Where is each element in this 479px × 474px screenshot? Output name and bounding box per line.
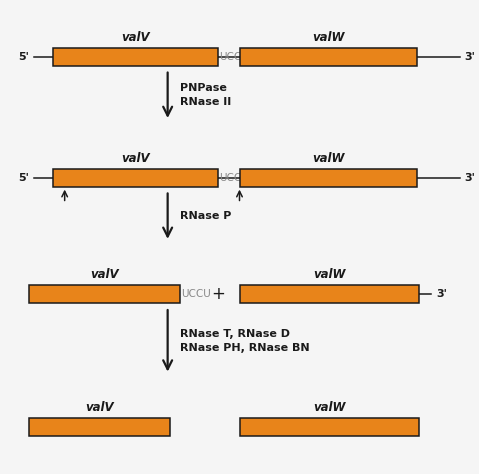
Text: valV: valV [85, 401, 114, 414]
Bar [53, 48, 218, 66]
Bar [53, 169, 218, 187]
Text: valW: valW [312, 152, 344, 165]
Text: 5': 5' [18, 52, 29, 62]
Text: valW: valW [313, 401, 345, 414]
Bar [240, 285, 419, 303]
Text: 5': 5' [18, 173, 29, 183]
Bar [240, 48, 417, 66]
Text: RNase P: RNase P [180, 211, 231, 221]
Text: UCCU: UCCU [219, 173, 249, 183]
Text: valV: valV [90, 268, 118, 281]
Text: RNase T, RNase D
RNase PH, RNase BN: RNase T, RNase D RNase PH, RNase BN [180, 329, 309, 353]
Text: +: + [211, 285, 225, 303]
Text: valW: valW [312, 31, 344, 44]
Text: 3': 3' [465, 173, 476, 183]
Bar [240, 169, 417, 187]
Text: valV: valV [121, 152, 149, 165]
Text: PNPase
RNase II: PNPase RNase II [180, 83, 231, 107]
Text: UCCU: UCCU [219, 52, 249, 62]
Text: valW: valW [313, 268, 345, 281]
Text: valV: valV [121, 31, 149, 44]
Bar [240, 418, 419, 436]
Text: 3': 3' [465, 52, 476, 62]
Text: UCCU: UCCU [181, 289, 211, 299]
Text: 3': 3' [436, 289, 447, 299]
Bar [29, 418, 170, 436]
Bar [29, 285, 180, 303]
